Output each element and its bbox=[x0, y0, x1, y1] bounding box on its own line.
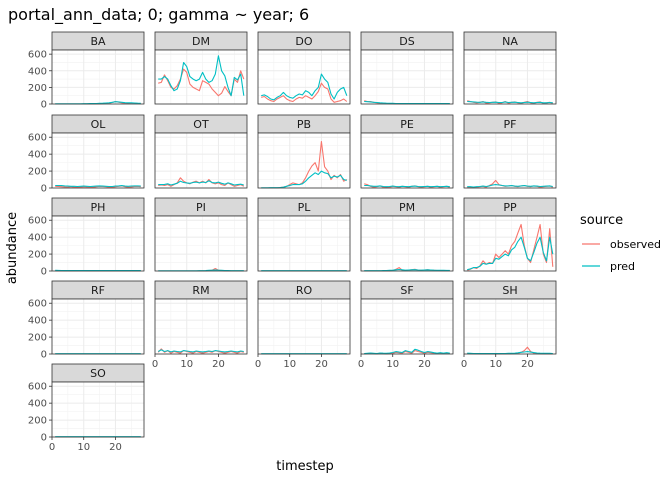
y-tick-label: 400 bbox=[28, 66, 47, 77]
y-tick-label: 200 bbox=[28, 167, 47, 178]
y-tick-label: 400 bbox=[28, 399, 47, 410]
y-tick-label: 400 bbox=[28, 233, 47, 244]
y-tick-label: 600 bbox=[28, 133, 47, 144]
y-tick-label: 0 bbox=[41, 184, 47, 195]
x-tick-label: 0 bbox=[49, 442, 55, 453]
x-tick-label: 10 bbox=[283, 359, 296, 370]
x-tick-label: 10 bbox=[180, 359, 193, 370]
panel-strip-label-sf: SF bbox=[400, 284, 413, 297]
panel-strip-label-ot: OT bbox=[193, 118, 209, 131]
x-tick-label: 20 bbox=[212, 359, 225, 370]
panel-strip-label-na: NA bbox=[502, 35, 518, 48]
panel-strip-label-pl: PL bbox=[298, 201, 312, 214]
legend-label-observed: observed bbox=[610, 238, 661, 251]
y-tick-label: 200 bbox=[28, 416, 47, 427]
y-tick-label: 0 bbox=[41, 100, 47, 111]
x-tick-label: 20 bbox=[418, 359, 431, 370]
x-tick-label: 0 bbox=[255, 359, 261, 370]
y-tick-label: 0 bbox=[41, 350, 47, 361]
y-tick-label: 600 bbox=[28, 299, 47, 310]
panel-strip-label-ol: OL bbox=[91, 118, 107, 131]
panel-strip-label-pi: PI bbox=[196, 201, 206, 214]
x-tick-label: 0 bbox=[461, 359, 467, 370]
y-tick-label: 0 bbox=[41, 267, 47, 278]
x-tick-label: 20 bbox=[315, 359, 328, 370]
x-tick-label: 20 bbox=[521, 359, 534, 370]
x-tick-label: 0 bbox=[152, 359, 158, 370]
y-tick-label: 600 bbox=[28, 382, 47, 393]
legend-entries: observed pred bbox=[582, 238, 661, 273]
panel-strip-label-do: DO bbox=[295, 35, 312, 48]
legend-label-pred: pred bbox=[610, 260, 635, 273]
legend: source observed pred bbox=[580, 213, 661, 273]
panel-strip-label-pf: PF bbox=[504, 118, 517, 131]
y-tick-label: 600 bbox=[28, 50, 47, 61]
panel-strip-label-ph: PH bbox=[91, 201, 106, 214]
y-tick-label: 600 bbox=[28, 216, 47, 227]
panel-strip-label-dm: DM bbox=[192, 35, 210, 48]
panel-strip-label-pm: PM bbox=[399, 201, 415, 214]
panel-strip-label-ds: DS bbox=[399, 35, 414, 48]
y-tick-label: 400 bbox=[28, 316, 47, 327]
panel-strip-label-pb: PB bbox=[297, 118, 311, 131]
y-tick-label: 200 bbox=[28, 250, 47, 261]
panel-strip-label-ro: RO bbox=[296, 284, 313, 297]
chart-title: portal_ann_data; 0; gamma ~ year; 6 bbox=[8, 5, 309, 25]
y-axis-label: abundance bbox=[5, 212, 20, 284]
y-tick-label: 200 bbox=[28, 83, 47, 94]
x-tick-label: 10 bbox=[77, 442, 90, 453]
panel-strip-label-pp: PP bbox=[503, 201, 517, 214]
y-tick-label: 0 bbox=[41, 433, 47, 444]
panel-strip-label-sh: SH bbox=[502, 284, 517, 297]
x-tick-label: 10 bbox=[489, 359, 502, 370]
x-tick-label: 20 bbox=[109, 442, 122, 453]
x-tick-label: 10 bbox=[386, 359, 399, 370]
y-tick-label: 400 bbox=[28, 150, 47, 161]
panel-strip-label-ba: BA bbox=[90, 35, 106, 48]
panel-strip-label-rf: RF bbox=[91, 284, 105, 297]
legend-title: source bbox=[580, 213, 623, 228]
y-tick-label: 200 bbox=[28, 333, 47, 344]
x-axis-label: timestep bbox=[276, 459, 334, 474]
panel-strip-label-rm: RM bbox=[192, 284, 209, 297]
x-tick-label: 0 bbox=[358, 359, 364, 370]
panel-strip-label-so: SO bbox=[90, 367, 106, 380]
panel-strip-label-pe: PE bbox=[400, 118, 414, 131]
